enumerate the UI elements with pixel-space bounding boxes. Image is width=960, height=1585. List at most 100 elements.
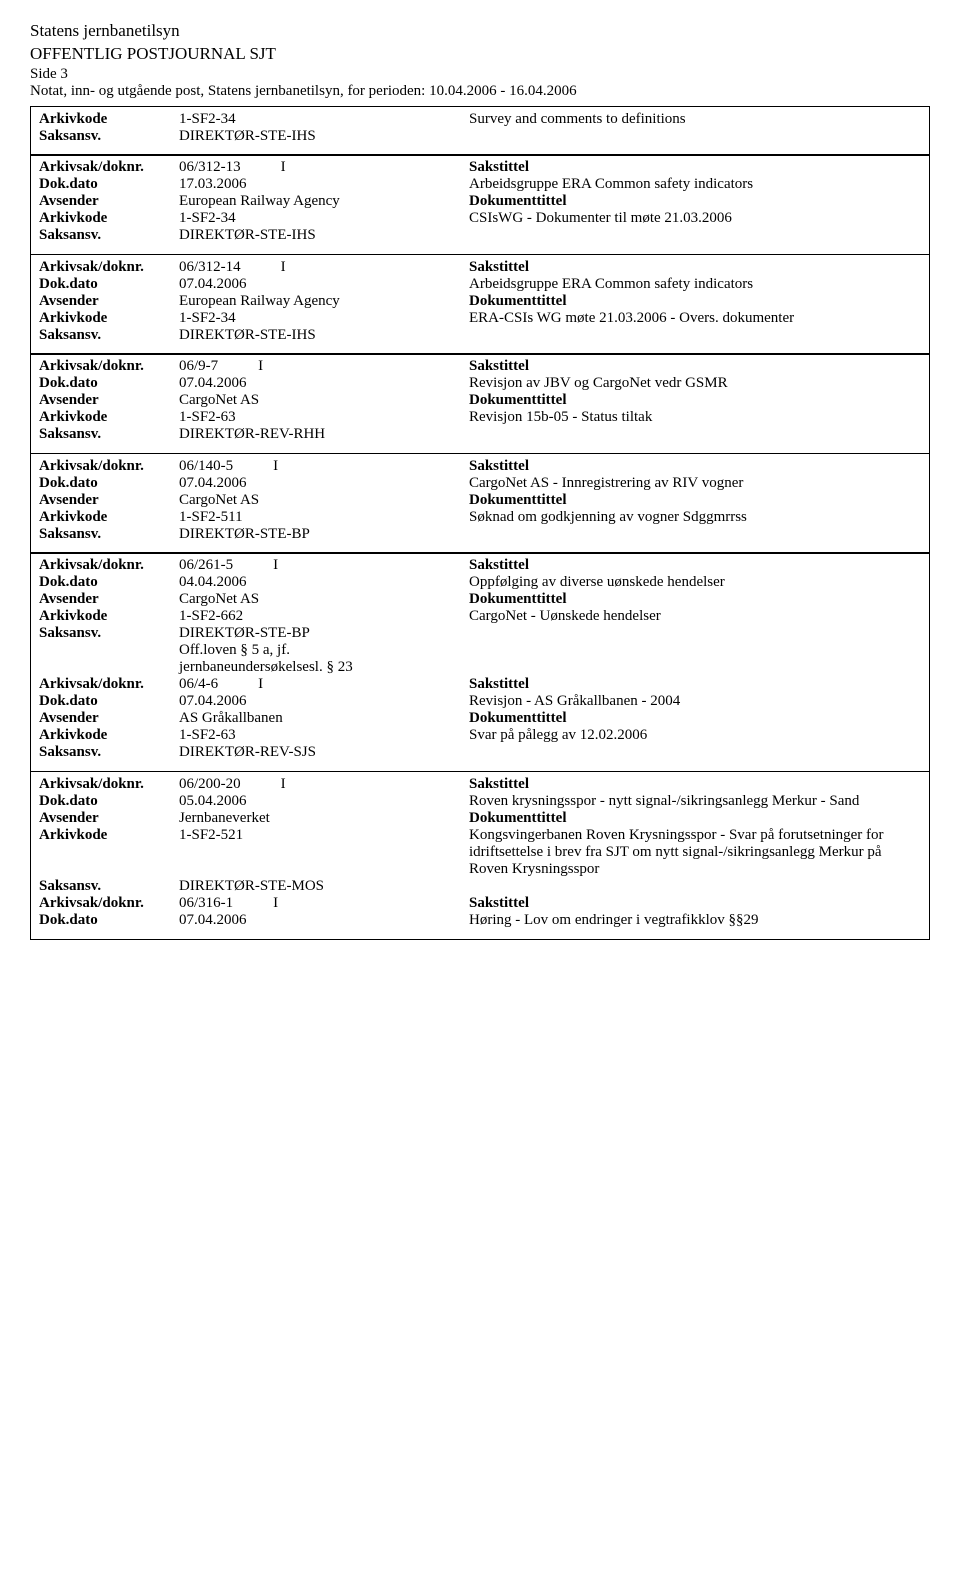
value-saksansv: DIREKTØR-STE-IHS	[179, 327, 469, 344]
label-doktittel: Dokumenttittel	[469, 710, 921, 727]
label-avsender: Avsender	[39, 591, 179, 608]
label-arkivsak: Arkivsak/doknr.	[39, 159, 179, 176]
label-arkivkode: Arkivkode	[39, 608, 179, 625]
value-saksansv: DIREKTØR-STE-MOS	[179, 878, 469, 895]
label-doktittel: Dokumenttittel	[469, 193, 921, 210]
sakstittel-text: CargoNet AS - Innregistrering av RIV vog…	[469, 475, 921, 492]
value-arkivkode: 1-SF2-662	[179, 608, 469, 625]
label-dokdato: Dok.dato	[39, 693, 179, 710]
value-avsender: CargoNet AS	[179, 591, 469, 608]
value-arkivsak: 06/312-14I	[179, 259, 469, 276]
label-avsender: Avsender	[39, 710, 179, 727]
label-sakstittel: Sakstittel	[469, 259, 921, 276]
io-code: I	[233, 895, 303, 912]
doktittel-text: Revisjon 15b-05 - Status tiltak	[469, 409, 921, 426]
value-dokdato: 07.04.2006	[179, 475, 469, 492]
doktittel-text: ERA-CSIs WG møte 21.03.2006 - Overs. dok…	[469, 310, 921, 327]
label-sakstittel: Sakstittel	[469, 358, 921, 375]
record: Arkivsak/doknr. 06/261-5I Sakstittel Dok…	[30, 552, 930, 772]
label-saksansv: Saksansv.	[39, 744, 179, 761]
value-avsender: European Railway Agency	[179, 293, 469, 310]
value-dokdato: 17.03.2006	[179, 176, 469, 193]
label-arkivsak: Arkivsak/doknr.	[39, 358, 179, 375]
sakstittel-text: Roven krysningsspor - nytt signal-/sikri…	[469, 793, 921, 810]
value-arkivsak: 06/316-1I	[179, 895, 469, 912]
label-dokdato: Dok.dato	[39, 793, 179, 810]
value-arkivkode: 1-SF2-34	[179, 111, 469, 128]
value-avsender: AS Gråkallbanen	[179, 710, 469, 727]
value-saksansv: DIREKTØR-STE-BP	[179, 625, 469, 642]
doktittel-text: Svar på pålegg av 12.02.2006	[469, 727, 921, 744]
record: Arkivsak/doknr. 06/9-7I Sakstittel Dok.d…	[30, 353, 930, 454]
label-doktittel: Dokumenttittel	[469, 293, 921, 310]
value-arkivkode: 1-SF2-511	[179, 509, 469, 526]
doktittel-text: CargoNet - Uønskede hendelser	[469, 608, 921, 625]
label-doktittel: Dokumenttittel	[469, 492, 921, 509]
label-sakstittel: Sakstittel	[469, 458, 921, 475]
label-arkivkode: Arkivkode	[39, 310, 179, 327]
sakstittel-text: Revisjon - AS Gråkallbanen - 2004	[469, 693, 921, 710]
value-dokdato: 05.04.2006	[179, 793, 469, 810]
label-saksansv: Saksansv.	[39, 526, 179, 543]
value-arkivsak: 06/312-13I	[179, 159, 469, 176]
label-arkivsak: Arkivsak/doknr.	[39, 895, 179, 912]
value-dokdato: 07.04.2006	[179, 375, 469, 392]
value-saksansv: DIREKTØR-STE-IHS	[179, 227, 469, 244]
value-avsender: Jernbaneverket	[179, 810, 469, 827]
label-arkivsak: Arkivsak/doknr.	[39, 557, 179, 574]
label-arkivkode: Arkivkode	[39, 210, 179, 227]
io-code: I	[241, 259, 311, 276]
value-avsender: CargoNet AS	[179, 492, 469, 509]
label-avsender: Avsender	[39, 193, 179, 210]
header-sub: Notat, inn- og utgående post, Statens je…	[30, 83, 930, 100]
value-dokdato: 07.04.2006	[179, 693, 469, 710]
io-code: I	[218, 358, 288, 375]
value-arkivsak: 06/9-7I	[179, 358, 469, 375]
label-arkivkode: Arkivkode	[39, 827, 179, 878]
label-dokdato: Dok.dato	[39, 912, 179, 929]
label-sakstittel: Sakstittel	[469, 557, 921, 574]
sakstittel-text: Arbeidsgruppe ERA Common safety indicato…	[469, 176, 921, 193]
label-arkivsak: Arkivsak/doknr.	[39, 458, 179, 475]
label-arkivkode: Arkivkode	[39, 111, 179, 128]
value-arkivkode: 1-SF2-521	[179, 827, 469, 878]
record-top-partial: Arkivkode 1-SF2-34 Survey and comments t…	[30, 106, 930, 156]
sakstittel-text: Høring - Lov om endringer i vegtrafikklo…	[469, 912, 921, 929]
header-page: Side 3	[30, 66, 930, 83]
value-saksansv: DIREKTØR-STE-BP	[179, 526, 469, 543]
value-avsender: European Railway Agency	[179, 193, 469, 210]
label-saksansv: Saksansv.	[39, 227, 179, 244]
label-dokdato: Dok.dato	[39, 375, 179, 392]
value-avsender: CargoNet AS	[179, 392, 469, 409]
value-arkivkode: 1-SF2-34	[179, 210, 469, 227]
label-doktittel: Dokumenttittel	[469, 591, 921, 608]
value-saksansv: DIREKTØR-REV-SJS	[179, 744, 469, 761]
label-dokdato: Dok.dato	[39, 574, 179, 591]
record: Arkivsak/doknr. 06/312-13I Sakstittel Do…	[30, 154, 930, 255]
value-dokdato: 07.04.2006	[179, 912, 469, 929]
value-arkivsak: 06/261-5I	[179, 557, 469, 574]
value-arkivkode: 1-SF2-63	[179, 727, 469, 744]
label-dokdato: Dok.dato	[39, 475, 179, 492]
label-saksansv: Saksansv.	[39, 426, 179, 443]
label-sakstittel: Sakstittel	[469, 776, 921, 793]
sakstittel-text: Arbeidsgruppe ERA Common safety indicato…	[469, 276, 921, 293]
label-arkivsak: Arkivsak/doknr.	[39, 776, 179, 793]
label-arkivsak: Arkivsak/doknr.	[39, 676, 179, 693]
label-avsender: Avsender	[39, 492, 179, 509]
label-saksansv: Saksansv.	[39, 878, 179, 895]
label-avsender: Avsender	[39, 810, 179, 827]
record: Arkivsak/doknr. 06/200-20I Sakstittel Do…	[30, 771, 930, 940]
label-sakstittel: Sakstittel	[469, 159, 921, 176]
value-arkivkode: 1-SF2-34	[179, 310, 469, 327]
value-arkivsak: 06/200-20I	[179, 776, 469, 793]
value-arkivsak: 06/140-5I	[179, 458, 469, 475]
doktittel-text: Søknad om godkjenning av vogner Sdggmrrs…	[469, 509, 921, 526]
label-doktittel: Dokumenttittel	[469, 810, 921, 827]
label-saksansv: Saksansv.	[39, 327, 179, 344]
record: Arkivsak/doknr. 06/312-14I Sakstittel Do…	[30, 254, 930, 355]
label-dokdato: Dok.dato	[39, 176, 179, 193]
label-avsender: Avsender	[39, 293, 179, 310]
io-code: I	[218, 676, 288, 693]
top-right-text: Survey and comments to definitions	[469, 111, 921, 128]
